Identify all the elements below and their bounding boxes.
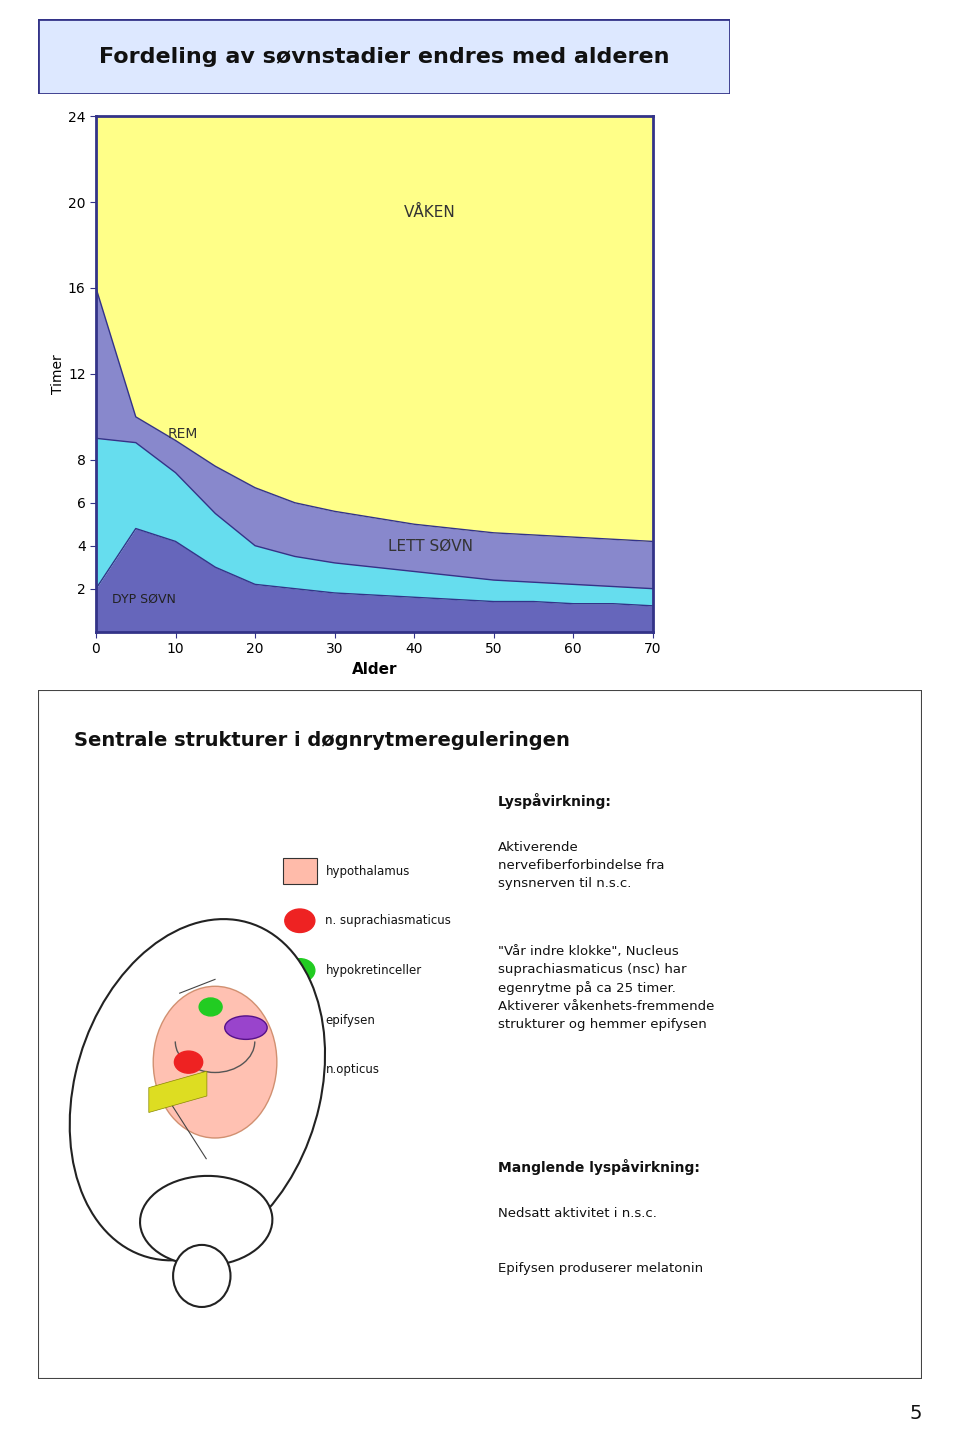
Text: Aktiverende
nervefiberforbindelse fra
synsnerven til n.s.c.: Aktiverende nervefiberforbindelse fra sy… — [497, 841, 664, 890]
Y-axis label: Timer: Timer — [51, 354, 65, 393]
FancyBboxPatch shape — [38, 19, 730, 94]
Ellipse shape — [140, 1176, 273, 1266]
Ellipse shape — [225, 1016, 267, 1040]
Ellipse shape — [173, 1244, 230, 1307]
Circle shape — [199, 998, 222, 1016]
Ellipse shape — [154, 986, 276, 1138]
Text: 5: 5 — [909, 1404, 922, 1423]
Text: Manglende lyspåvirkning:: Manglende lyspåvirkning: — [497, 1159, 700, 1175]
Text: Fordeling av søvnstadier endres med alderen: Fordeling av søvnstadier endres med alde… — [99, 46, 669, 67]
FancyBboxPatch shape — [283, 1008, 317, 1034]
FancyBboxPatch shape — [283, 1057, 317, 1083]
FancyBboxPatch shape — [283, 858, 317, 884]
Text: epifysen: epifysen — [325, 1013, 375, 1027]
Circle shape — [285, 958, 315, 982]
Text: "Vår indre klokke", Nucleus
suprachiasmaticus (nsc) har
egenrytme på ca 25 timer: "Vår indre klokke", Nucleus suprachiasma… — [497, 945, 714, 1031]
Text: n.opticus: n.opticus — [325, 1063, 379, 1076]
Text: VÅKEN: VÅKEN — [404, 205, 456, 221]
Text: hypokretinceller: hypokretinceller — [325, 964, 421, 977]
X-axis label: Alder: Alder — [351, 662, 397, 677]
Text: Epifysen produserer melatonin: Epifysen produserer melatonin — [497, 1262, 703, 1275]
Circle shape — [285, 909, 315, 932]
Circle shape — [175, 1051, 203, 1073]
Text: Lyspåvirkning:: Lyspåvirkning: — [497, 793, 612, 809]
Ellipse shape — [70, 919, 325, 1260]
FancyBboxPatch shape — [38, 690, 922, 1379]
Text: n. suprachiasmaticus: n. suprachiasmaticus — [325, 915, 451, 928]
Text: hypothalamus: hypothalamus — [325, 864, 410, 877]
Text: REM: REM — [168, 427, 198, 441]
Text: LETT SØVN: LETT SØVN — [388, 539, 472, 553]
Text: Nedsatt aktivitet i n.s.c.: Nedsatt aktivitet i n.s.c. — [497, 1207, 657, 1220]
Polygon shape — [149, 1072, 207, 1112]
Text: DYP SØVN: DYP SØVN — [112, 592, 176, 605]
Text: Sentrale strukturer i døgnrytmereguleringen: Sentrale strukturer i døgnrytmeregulerin… — [74, 732, 569, 751]
